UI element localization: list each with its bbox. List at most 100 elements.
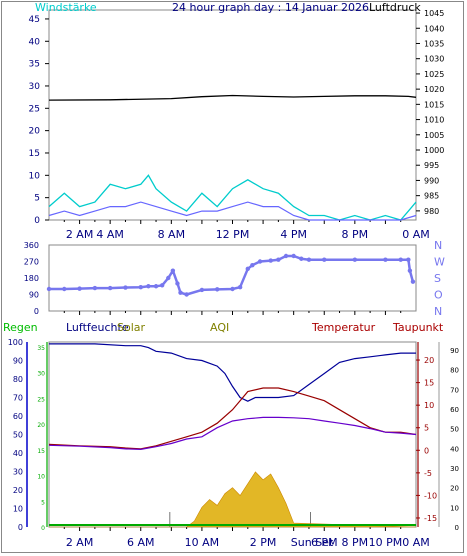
wind-direction-point — [299, 256, 304, 261]
pressure-y-tick-label: 1005 — [424, 131, 444, 140]
rain-y-tick-label: 25 — [37, 396, 45, 403]
wind-direction-point — [138, 284, 143, 290]
pressure-y-tick-label: 1015 — [424, 100, 444, 109]
temp-y-tick-label: 5 — [424, 424, 429, 433]
wind-direction-point — [215, 287, 220, 292]
solar-y-tick-label: 20 — [450, 485, 459, 493]
wind-y-tick-label: 30 — [29, 82, 41, 92]
rain-y-tick-label: 20 — [37, 422, 45, 429]
rain-y-tick-label: 35 — [37, 345, 45, 352]
wind-direction-point — [410, 279, 416, 284]
humidity-y-tick-label: 80 — [13, 375, 23, 384]
direction-y-tick-label: 270 — [24, 258, 39, 267]
direction-y-tick-label: 180 — [24, 274, 39, 283]
wind-direction-point — [92, 285, 98, 291]
temp-y-tick-label: 10 — [424, 401, 434, 410]
rain-y-tick-label: 15 — [37, 448, 45, 455]
pressure-y-tick-label: 1025 — [424, 70, 444, 79]
solar-y-tick-label: 80 — [450, 367, 459, 375]
pressure-y-tick-label: 985 — [424, 192, 439, 201]
wind-direction-point — [352, 257, 358, 262]
legend-label: AQI — [210, 321, 229, 334]
pressure-y-tick-label: 1045 — [424, 9, 444, 18]
solar-y-tick-label: 10 — [450, 504, 459, 512]
pressure-y-tick-label: 1035 — [424, 39, 444, 48]
time-tick-label: 6 PM — [311, 536, 338, 549]
humidity-y-tick-label: 0 — [18, 523, 23, 532]
compass-label: N — [434, 239, 442, 252]
time-tick-label: 4 AM — [96, 228, 124, 241]
solar-y-tick-label: 90 — [450, 347, 459, 355]
wind-y-tick-label: 20 — [29, 127, 41, 137]
solar-y-tick-label: 40 — [450, 445, 459, 453]
wind-direction-point — [77, 286, 82, 291]
wind-direction-point — [230, 286, 235, 292]
temp-y-tick-label: 15 — [424, 379, 434, 388]
rain-y-tick-label: 10 — [37, 474, 45, 481]
solar-area — [49, 471, 417, 528]
solar-y-tick-label: 50 — [450, 426, 459, 434]
pressure-y-tick-label: 980 — [424, 207, 439, 216]
wind-direction-point — [291, 253, 296, 259]
wind-y-tick-label: 40 — [29, 37, 41, 47]
wind-y-tick-label: 10 — [29, 171, 41, 181]
time-tick-label: 0 AM — [402, 536, 430, 549]
wind-speed-line — [48, 174, 417, 221]
rain-y-tick-label: 0 — [41, 525, 45, 532]
humidity-y-tick-label: 100 — [8, 338, 23, 347]
time-tick-label: 12 PM — [216, 228, 250, 241]
time-tick-label: 2 PM — [250, 536, 277, 549]
dewpoint-line — [48, 416, 417, 451]
wind-direction-point — [123, 285, 128, 290]
time-tick-label: 8 PM — [342, 228, 369, 241]
wind-direction-point — [398, 257, 403, 262]
humidity-y-tick-label: 70 — [13, 394, 23, 403]
wind-average-line — [48, 201, 417, 221]
time-tick-label: 8 PM — [342, 536, 369, 549]
legend-label: Solar — [117, 321, 146, 334]
pressure-axis-label: Luftdruck — [369, 1, 421, 14]
pressure-line — [48, 94, 417, 101]
time-tick-label: 4 PM — [280, 228, 307, 241]
wind-y-tick-label: 15 — [29, 149, 40, 159]
wind-direction-point — [276, 257, 281, 262]
rain-y-tick-label: 30 — [37, 371, 45, 378]
pressure-y-tick-label: 1000 — [424, 146, 444, 155]
wind-direction-point — [107, 285, 113, 291]
wind-direction-point — [237, 284, 243, 290]
wind-direction-point — [153, 284, 159, 289]
direction-y-tick-label: 90 — [29, 291, 39, 300]
wind-direction-point — [306, 257, 312, 262]
sun-set-label: Sun Set — [291, 536, 334, 549]
wind-direction-point — [170, 268, 176, 273]
time-tick-label: 10 PM — [369, 536, 403, 549]
solar-y-tick-label: 0 — [455, 524, 459, 532]
humidity-line — [49, 343, 416, 402]
time-tick-label: 10 AM — [185, 536, 220, 549]
rain-y-tick-label: 5 — [41, 499, 45, 506]
compass-label: W — [434, 256, 445, 269]
humidity-y-tick-label: 30 — [13, 468, 23, 477]
wind-axis-label: Windstärke — [35, 1, 97, 14]
time-tick-label: 0 AM — [402, 228, 430, 241]
compass-label: O — [434, 289, 443, 302]
temp-y-tick-label: -15 — [424, 514, 437, 523]
temp-y-tick-label: 0 — [424, 446, 429, 455]
humidity-y-tick-label: 20 — [13, 486, 23, 495]
wind-direction-point — [283, 253, 289, 259]
wind-direction-point — [146, 284, 151, 289]
solar-y-tick-label: 70 — [450, 386, 459, 394]
wind-direction-point — [199, 287, 205, 293]
pressure-y-tick-label: 1040 — [424, 24, 444, 33]
wind-direction-point — [159, 283, 165, 288]
wind-direction-point — [268, 258, 273, 263]
temp-y-tick-label: 20 — [424, 356, 434, 365]
pressure-y-tick-label: 995 — [424, 161, 439, 170]
wind-direction-point — [178, 290, 183, 295]
wind-direction-point — [245, 266, 250, 272]
panel2-plot-area — [48, 244, 417, 312]
compass-label: S — [434, 272, 441, 285]
wind-direction-point — [175, 281, 180, 286]
